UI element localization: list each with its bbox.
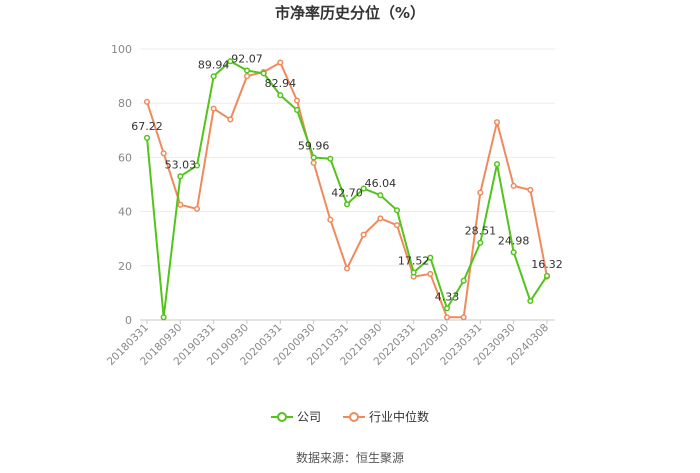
data-point-industry <box>460 314 467 321</box>
legend-item-company[interactable]: 公司 <box>270 408 321 425</box>
data-label: 16.32 <box>531 258 563 271</box>
y-tick-label: 20 <box>118 260 132 273</box>
data-label: 53.03 <box>165 158 197 171</box>
data-point-industry <box>393 222 401 229</box>
x-axis: 2018033120180930201903312019093020200331… <box>105 320 551 368</box>
data-point-company <box>277 92 284 99</box>
data-point-company <box>510 249 517 256</box>
data-point-industry <box>277 59 284 66</box>
data-point-industry <box>310 159 317 166</box>
data-point-company <box>343 201 351 208</box>
y-axis: 0 20 40 60 80 100 <box>111 43 132 327</box>
data-label: 17.52 <box>398 255 430 268</box>
data-point-company <box>227 58 234 65</box>
data-point-industry <box>210 105 217 112</box>
data-point-industry <box>327 216 334 223</box>
data-point-industry <box>477 189 484 196</box>
data-point-industry <box>510 182 517 189</box>
data-point-industry <box>493 119 501 126</box>
data-point-company <box>143 134 151 141</box>
data-point-company <box>243 67 251 74</box>
data-point-company <box>210 73 217 80</box>
data-source-note: 数据来源：恒生聚源 <box>295 451 404 465</box>
data-point-industry <box>243 73 251 80</box>
y-tick-label: 60 <box>118 151 132 164</box>
chart-title: 市净率历史分位（%） <box>274 4 426 22</box>
data-point-company <box>443 305 451 312</box>
data-label: 4.33 <box>435 290 460 303</box>
data-label: 92.07 <box>231 52 263 65</box>
y-tick-label: 100 <box>111 43 132 56</box>
data-label: 28.51 <box>465 225 497 238</box>
data-point-industry <box>193 205 201 212</box>
data-point-company <box>293 106 301 114</box>
legend-label-industry: 行业中位数 <box>369 410 430 424</box>
data-point-industry <box>293 97 301 104</box>
legend-swatch-industry <box>343 411 365 423</box>
legend-swatch-company <box>270 411 293 423</box>
data-point-industry <box>360 231 367 238</box>
y-tick-label: 40 <box>118 206 132 219</box>
data-point-company <box>360 185 367 192</box>
legend-label-company: 公司 <box>296 410 321 424</box>
data-point-industry <box>227 116 234 123</box>
data-point-company <box>260 70 267 77</box>
data-point-company <box>177 173 184 180</box>
y-tick-label: 80 <box>118 97 132 110</box>
series-layer <box>143 58 551 321</box>
data-label: 24.98 <box>498 234 530 247</box>
data-point-company <box>327 155 334 162</box>
data-label: 67.22 <box>131 120 163 133</box>
data-point-company <box>543 272 551 279</box>
data-point-company <box>393 207 401 214</box>
data-point-industry <box>527 186 534 193</box>
data-point-industry <box>427 270 434 277</box>
data-point-company <box>527 297 534 305</box>
data-point-company <box>477 239 484 246</box>
data-label: 89.94 <box>198 58 230 71</box>
data-point-company <box>193 162 201 169</box>
data-point-industry <box>343 265 351 272</box>
data-point-industry <box>160 150 167 157</box>
data-point-company <box>377 192 384 199</box>
data-label: 82.94 <box>265 77 297 90</box>
legend-item-industry[interactable]: 行业中位数 <box>343 408 429 425</box>
y-tick-label: 0 <box>125 314 132 327</box>
legend: 公司 行业中位数 <box>0 408 700 425</box>
data-label: 42.70 <box>331 186 363 199</box>
data-point-company <box>460 277 467 284</box>
data-point-company <box>493 161 501 168</box>
data-point-company <box>160 314 167 321</box>
data-point-industry <box>443 314 451 321</box>
data-point-industry <box>177 201 184 208</box>
data-label: 59.96 <box>298 140 330 153</box>
data-point-company <box>410 269 417 276</box>
data-point-company <box>310 154 317 161</box>
data-point-company <box>427 254 434 261</box>
data-label: 46.04 <box>365 177 397 190</box>
data-point-industry <box>377 215 384 222</box>
data-point-industry <box>143 98 151 105</box>
